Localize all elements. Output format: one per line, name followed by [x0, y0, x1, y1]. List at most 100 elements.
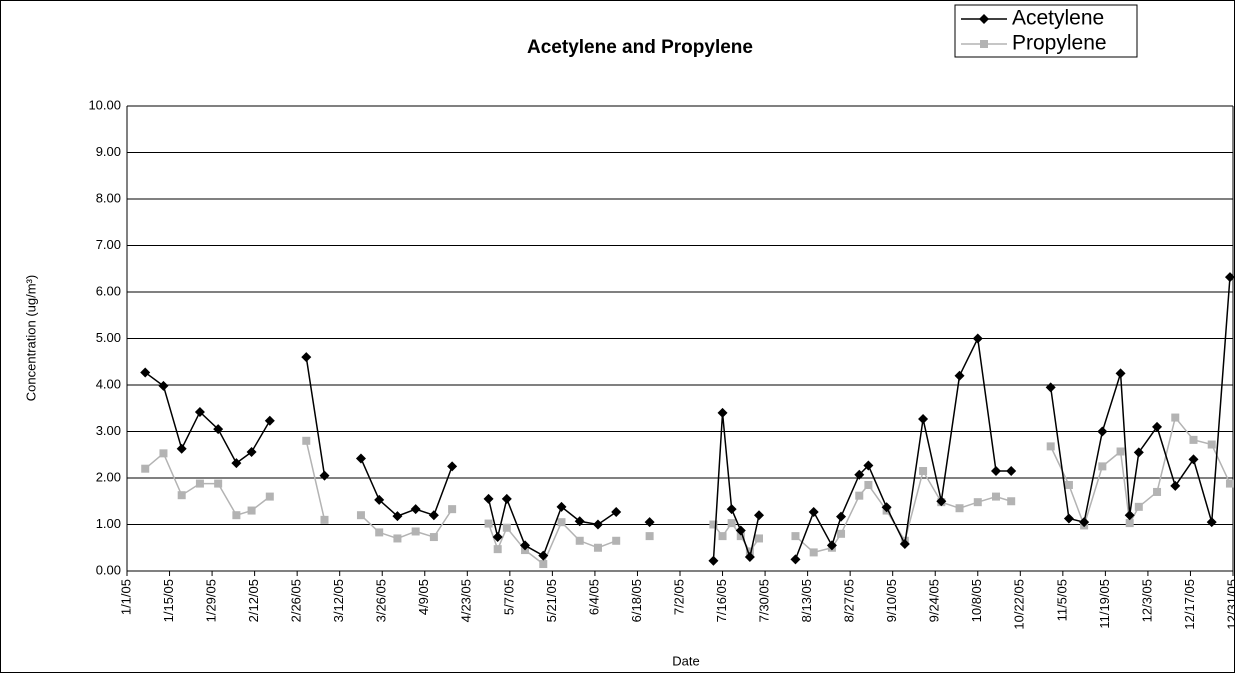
x-tick-label: 3/12/05 [331, 579, 346, 622]
x-tick-label: 11/5/05 [1054, 579, 1069, 621]
diamond-marker [319, 470, 330, 481]
square-marker [429, 533, 438, 542]
diamond-marker [726, 504, 737, 515]
square-marker [539, 560, 548, 569]
x-tick-label: 9/10/05 [884, 579, 899, 622]
diamond-marker [176, 443, 187, 454]
diamond-marker [1152, 421, 1163, 432]
square-marker [1153, 487, 1162, 496]
square-marker [727, 519, 736, 528]
diamond-marker [1006, 466, 1017, 477]
x-tick-label: 1/1/05 [118, 579, 133, 615]
square-marker [141, 464, 150, 473]
diamond-marker [447, 461, 458, 472]
x-tick-label: 12/3/05 [1139, 579, 1154, 622]
x-tick-label: 1/15/05 [161, 579, 176, 622]
diamond-marker [754, 510, 764, 521]
diamond-marker [428, 510, 439, 521]
x-tick-label: 2/12/05 [246, 579, 261, 622]
diamond-marker [899, 539, 910, 550]
square-marker [1098, 462, 1107, 471]
square-marker [593, 543, 602, 552]
x-tick-label: 12/31/05 [1224, 579, 1235, 630]
diamond-marker [972, 333, 983, 344]
diamond-marker [644, 517, 655, 528]
square-marker [612, 536, 621, 545]
square-marker [393, 534, 402, 543]
diamond-marker [264, 415, 275, 426]
square-marker [980, 40, 988, 48]
square-marker [955, 504, 964, 513]
square-marker [1225, 479, 1234, 488]
diamond-marker [808, 506, 819, 517]
legend-label: Acetylene [1012, 7, 1104, 30]
square-marker [992, 492, 1000, 501]
x-tick-label: 6/4/05 [586, 579, 601, 615]
diamond-marker [744, 552, 755, 563]
square-marker [265, 492, 274, 501]
diamond-marker [1170, 480, 1181, 491]
y-tick-label: 0.00 [96, 562, 121, 577]
diamond-marker [1188, 454, 1199, 465]
square-marker [575, 536, 584, 545]
diamond-marker [520, 540, 531, 551]
square-marker [809, 548, 818, 557]
square-marker [645, 532, 654, 541]
square-marker [557, 518, 566, 527]
square-marker [755, 534, 763, 543]
diamond-marker [538, 550, 549, 561]
diamond-marker [301, 352, 312, 363]
x-tick-label: 8/27/05 [842, 579, 857, 622]
diamond-marker [1206, 517, 1217, 528]
x-tick-label: 4/23/05 [459, 579, 474, 622]
diamond-marker [1079, 517, 1090, 528]
diamond-marker [374, 494, 385, 505]
square-marker [1207, 440, 1216, 449]
diamond-marker [501, 493, 512, 504]
x-tick-label: 7/30/05 [757, 579, 772, 622]
x-tick-label: 5/21/05 [544, 579, 559, 622]
diamond-marker [1045, 382, 1056, 393]
diamond-marker [991, 466, 1001, 477]
diamond-marker [881, 502, 892, 513]
square-marker [791, 532, 800, 541]
square-marker [1064, 480, 1073, 489]
diamond-marker [1224, 272, 1235, 283]
diamond-marker [826, 540, 837, 551]
square-marker [864, 480, 873, 489]
diamond-marker [611, 506, 622, 517]
x-tick-label: 3/26/05 [374, 579, 389, 622]
diamond-marker [708, 555, 719, 566]
square-marker [1046, 442, 1055, 451]
square-marker [1189, 435, 1198, 444]
diamond-marker [735, 525, 746, 536]
square-marker [718, 532, 727, 541]
y-tick-label: 2.00 [96, 469, 121, 484]
square-marker [855, 491, 864, 500]
y-axis-label: Concentration (ug/m³) [23, 275, 38, 401]
diamond-marker [158, 380, 169, 391]
x-tick-label: 11/19/05 [1097, 579, 1112, 629]
diamond-marker [717, 407, 728, 418]
diamond-marker [355, 453, 366, 464]
x-tick-label: 1/29/05 [204, 579, 219, 622]
y-tick-label: 4.00 [96, 376, 121, 391]
square-marker [1116, 447, 1125, 456]
square-marker [745, 547, 754, 556]
diamond-marker [246, 446, 257, 457]
legend-box [954, 4, 1138, 58]
diamond-marker [194, 406, 205, 417]
diamond-marker [492, 532, 503, 543]
square-marker [493, 545, 502, 554]
square-marker [1134, 502, 1143, 511]
square-marker [484, 519, 493, 528]
square-marker [177, 491, 186, 500]
square-marker [195, 479, 204, 488]
square-marker [375, 528, 384, 537]
square-marker [502, 523, 511, 532]
x-tick-label: 12/17/05 [1182, 579, 1197, 630]
diamond-marker [556, 501, 567, 512]
x-tick-label: 4/9/05 [416, 579, 431, 615]
